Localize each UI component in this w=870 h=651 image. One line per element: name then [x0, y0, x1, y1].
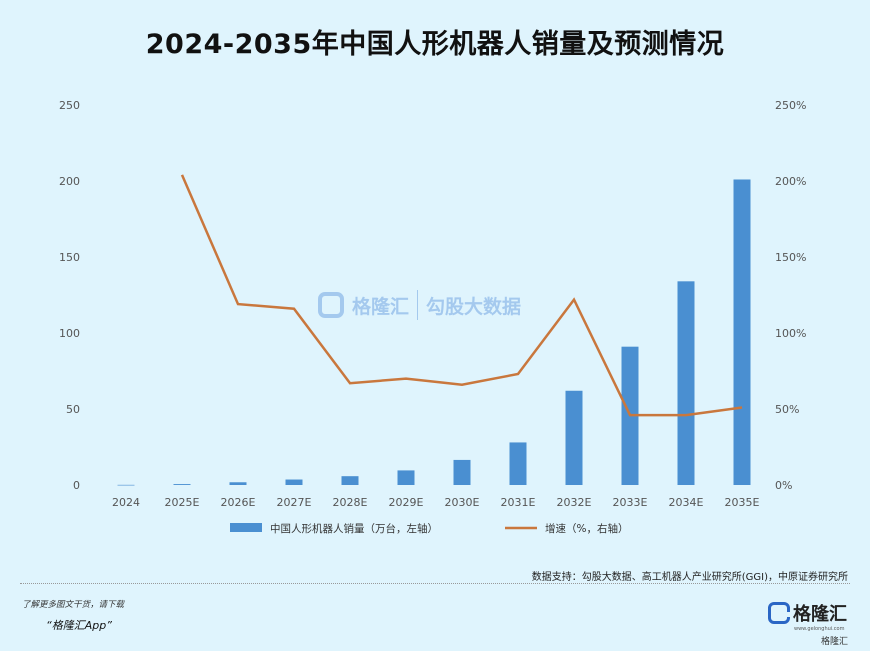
left-axis-tick-label: 150 [59, 251, 80, 264]
watermark-brand-2: 勾股大数据 [426, 295, 522, 318]
brand-url: www.gelonghui.com [794, 626, 845, 632]
chart-svg: 0 50 100 150 200 250 0% 50% 100% 150% 200% 250% 20… [59, 99, 806, 535]
x-axis-ticks: 2024 2025E 2026E 2027E 2028E 2029E 2030E 2031E 2… [112, 496, 760, 509]
right-axis-tick-label: 200% [775, 175, 806, 188]
watermark: 格隆汇 勾股大数据 [318, 290, 521, 320]
right-axis-tick-label: 0% [775, 479, 792, 492]
right-axis-ticks: 0% 50% 100% 150% 200% 250% [775, 99, 806, 492]
watermark-brand: 格隆汇 [352, 295, 410, 318]
x-tick-label: 2029E [389, 496, 424, 509]
bar-2034E [677, 281, 695, 485]
right-axis-tick-label: 50% [775, 403, 799, 416]
x-tick-label: 2032E [557, 496, 592, 509]
left-axis-tick-label: 100 [59, 327, 80, 340]
left-axis-tick-label: 0 [73, 479, 80, 492]
x-tick-label: 2031E [501, 496, 536, 509]
left-axis-tick-label: 250 [59, 99, 80, 112]
bar-2031E [509, 442, 527, 485]
bar-2028E [341, 476, 359, 485]
right-axis-tick-label: 100% [775, 327, 806, 340]
legend-bar-swatch [230, 523, 262, 532]
footer-note: 了解更多图文干货，请下载 [22, 600, 125, 610]
growth-rate-line [180, 174, 743, 417]
left-axis-tick-label: 200 [59, 175, 80, 188]
chart-legend: 中国人形机器人销量（万台，左轴） 增速（%，右轴） [230, 522, 628, 535]
x-tick-label: 2034E [669, 496, 704, 509]
brand-name: 格隆汇 [793, 604, 847, 625]
x-tick-label: 2035E [725, 496, 760, 509]
footer-divider [20, 583, 850, 584]
bar-2026E [229, 482, 247, 485]
x-tick-label: 2024 [112, 496, 140, 509]
left-axis-tick-label: 50 [66, 403, 80, 416]
watermark-logo-icon [318, 292, 344, 318]
brand-logo: 格隆汇 www.gelonghui.com 格隆汇 [768, 600, 848, 647]
x-tick-label: 2027E [277, 496, 312, 509]
footer-app-name: “格隆汇App” [46, 619, 112, 632]
left-axis-ticks: 0 50 100 150 200 250 [59, 99, 80, 492]
chart-title: 2024-2035年中国人形机器人销量及预测情况 [145, 29, 725, 60]
x-tick-label: 2033E [613, 496, 648, 509]
bar-2027E [285, 479, 303, 485]
x-tick-label: 2030E [445, 496, 480, 509]
bar-2032E [565, 390, 583, 485]
bar-2030E [453, 459, 471, 485]
bar-2025E [173, 484, 191, 485]
data-source: 数据支持：勾股大数据、高工机器人产业研究所(GGI)，中原证券研究所 [531, 572, 848, 583]
brand-g-icon [768, 602, 790, 624]
legend-line-label: 增速（%，右轴） [545, 522, 628, 535]
bar-2035E [733, 179, 751, 486]
legend-bar-label: 中国人形机器人销量（万台，左轴） [270, 522, 438, 535]
watermark-divider [417, 290, 419, 320]
x-tick-label: 2028E [333, 496, 368, 509]
x-tick-label: 2025E [165, 496, 200, 509]
bar-2029E [397, 470, 415, 485]
bar-2024 [117, 484, 135, 486]
right-axis-tick-label: 150% [775, 251, 806, 264]
brand-sub: 格隆汇 [820, 637, 848, 647]
right-axis-tick-label: 250% [775, 99, 806, 112]
x-tick-label: 2026E [221, 496, 256, 509]
bar-series [117, 179, 751, 486]
